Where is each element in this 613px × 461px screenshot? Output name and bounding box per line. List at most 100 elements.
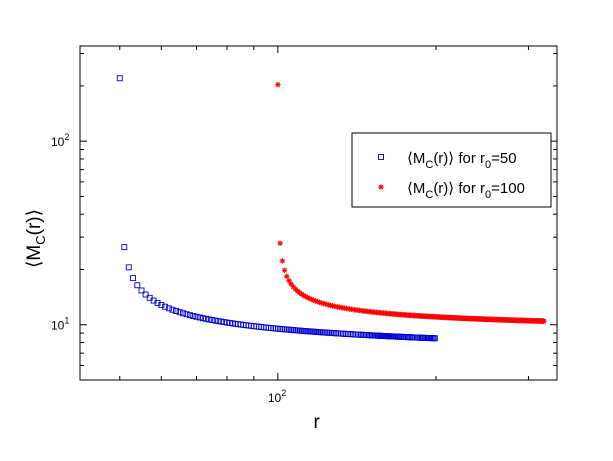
y-axis-label-tail: (r)⟩ — [24, 209, 45, 235]
legend-text-pre: ⟨M — [407, 150, 425, 167]
data-point — [154, 299, 161, 306]
data-point — [351, 331, 358, 338]
data-point — [348, 331, 355, 338]
legend-text-sub: 0 — [485, 159, 491, 171]
data-point — [339, 330, 346, 337]
data-point-stroke — [284, 273, 290, 279]
data-point — [212, 317, 219, 324]
data-point-stroke — [307, 296, 313, 301]
data-point — [320, 329, 327, 336]
legend-text-mid: (r)⟩ for r — [433, 180, 485, 197]
data-point-stroke — [301, 293, 307, 298]
data-point-stroke — [317, 299, 322, 305]
legend-box — [351, 132, 552, 208]
data-point — [203, 315, 210, 322]
legend-text-sub: C — [425, 159, 433, 171]
data-point-stroke — [286, 278, 292, 284]
y-tick-label-exp: 2 — [64, 132, 69, 142]
series-0 — [116, 75, 438, 342]
data-point — [169, 306, 176, 313]
data-point — [378, 184, 384, 190]
legend-text-post: =50 — [491, 150, 516, 167]
data-point — [431, 335, 438, 342]
data-point-stroke — [311, 297, 316, 303]
data-point-stroke — [303, 294, 309, 299]
data-point — [358, 331, 364, 338]
data-point — [190, 313, 197, 319]
data-point — [121, 244, 128, 251]
marks-layer — [116, 75, 547, 342]
legend-text-sub: 0 — [485, 189, 491, 201]
data-point-stroke — [275, 82, 281, 87]
data-point — [130, 275, 137, 282]
y-tick-label: 101 — [51, 316, 69, 333]
y-tick-label: 102 — [51, 132, 69, 149]
data-point — [327, 329, 334, 336]
data-point — [193, 313, 200, 320]
data-point — [158, 301, 165, 308]
data-point — [336, 330, 343, 337]
legend-entry-0: ⟨MC(r)⟩ for r0=50 — [407, 150, 517, 171]
data-point — [356, 331, 363, 338]
data-point-stroke — [315, 299, 320, 304]
data-point — [183, 311, 190, 318]
legend-text-pre: ⟨M — [407, 180, 425, 197]
data-point — [209, 317, 216, 324]
data-point — [541, 318, 547, 324]
data-point-stroke — [309, 297, 315, 302]
data-point — [322, 329, 329, 336]
data-point — [186, 312, 193, 319]
data-point-stroke — [319, 300, 324, 306]
data-point — [116, 75, 123, 82]
data-point — [206, 316, 213, 323]
data-point-stroke — [288, 281, 294, 287]
data-point — [284, 273, 290, 280]
data-point — [346, 331, 353, 338]
data-point-stroke — [290, 284, 296, 290]
data-point-stroke — [277, 240, 283, 246]
y-axis-label-sub: C — [33, 235, 48, 244]
data-point-stroke — [280, 258, 285, 264]
data-point — [353, 331, 360, 338]
data-point — [325, 329, 332, 336]
y-tick-label-exp: 1 — [64, 316, 69, 326]
data-point — [176, 309, 183, 316]
data-point — [162, 303, 169, 310]
data-point — [288, 281, 294, 287]
legend: ⟨MC(r)⟩ for r0=50⟨MC(r)⟩ for r0=100 — [351, 132, 552, 208]
data-point — [134, 282, 141, 289]
data-point — [281, 267, 288, 274]
data-point-stroke — [282, 267, 287, 273]
data-point — [323, 329, 330, 336]
data-point — [331, 330, 338, 337]
y-tick-label-base: 10 — [51, 135, 65, 149]
data-point — [341, 330, 348, 337]
plot-frame — [79, 45, 558, 381]
data-point-stroke — [313, 298, 318, 304]
data-point — [350, 331, 356, 338]
data-point-stroke — [293, 286, 298, 292]
data-point — [165, 305, 172, 312]
data-point-stroke — [378, 184, 384, 190]
data-point — [125, 264, 132, 271]
data-point — [279, 258, 286, 264]
data-point-stroke — [299, 291, 304, 297]
legend-entry-1: ⟨MC(r)⟩ for r0=100 — [407, 180, 525, 201]
y-axis-label-main: ⟨M — [24, 245, 45, 268]
legend-text-post: =100 — [491, 180, 525, 197]
y-axis-label: ⟨MC(r)⟩ — [24, 209, 48, 268]
x-tick-label: 102 — [268, 388, 286, 405]
data-point — [345, 331, 351, 337]
data-point — [333, 330, 339, 337]
data-point — [338, 330, 345, 337]
data-point-stroke — [320, 301, 326, 306]
series-1 — [275, 81, 547, 324]
legend-text-sub: C — [425, 189, 433, 201]
data-point — [138, 287, 145, 294]
data-point — [277, 240, 283, 246]
x-tick-label-base: 10 — [268, 391, 282, 405]
data-point — [354, 331, 361, 338]
data-point — [196, 314, 203, 321]
data-point-stroke — [305, 295, 311, 300]
